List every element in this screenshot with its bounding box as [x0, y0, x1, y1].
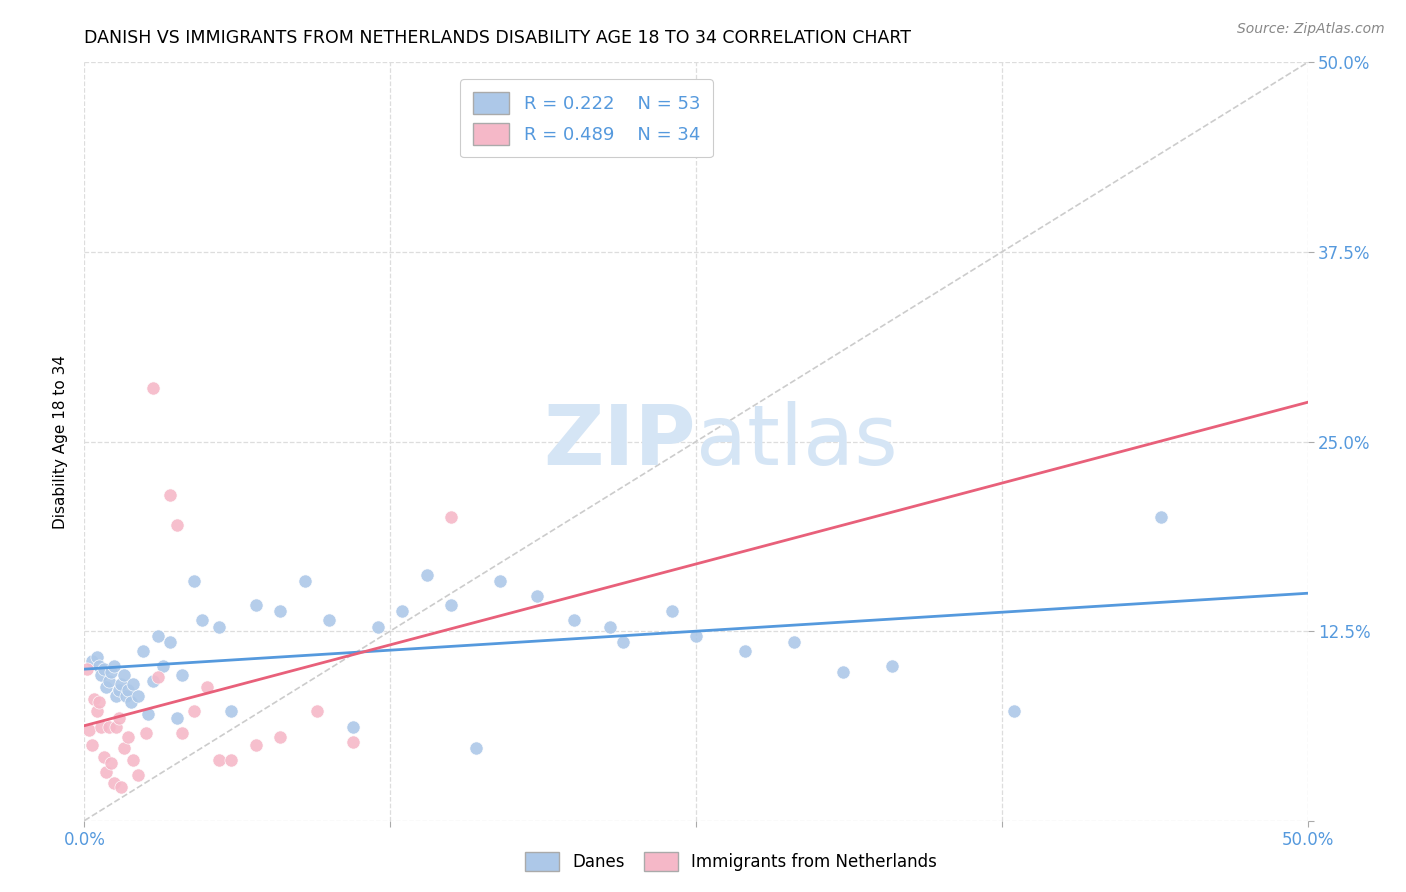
Point [318, 614, 340, 628]
Point [685, 629, 707, 643]
Point [142, 382, 165, 396]
Point [219, 753, 242, 767]
Point [86, 705, 108, 719]
Point [208, 619, 231, 633]
Point [367, 619, 389, 633]
Point [208, 753, 231, 767]
Point [103, 776, 125, 790]
Legend: Danes, Immigrants from Netherlands: Danes, Immigrants from Netherlands [517, 843, 945, 880]
Text: atlas: atlas [696, 401, 897, 482]
Point [440, 599, 463, 613]
Legend: R = 0.222    N = 53, R = 0.489    N = 34: R = 0.222 N = 53, R = 0.489 N = 34 [460, 79, 713, 157]
Point [1002, 705, 1025, 719]
Point [90, 720, 112, 734]
Point [159, 487, 181, 501]
Point [80, 655, 103, 669]
Point [112, 668, 135, 682]
Point [342, 720, 364, 734]
Point [117, 683, 139, 698]
Point [105, 690, 128, 704]
Point [489, 574, 512, 588]
Point [105, 720, 128, 734]
Point [191, 614, 214, 628]
Point [464, 740, 486, 755]
Point [734, 644, 756, 658]
Point [110, 780, 132, 795]
Point [96, 765, 118, 780]
Point [245, 599, 267, 613]
Point [86, 649, 108, 664]
Point [120, 695, 142, 709]
Point [831, 665, 853, 679]
Point [783, 634, 806, 648]
Point [526, 589, 548, 603]
Point [269, 604, 291, 618]
Point [159, 634, 181, 648]
Point [107, 710, 129, 724]
Point [391, 604, 413, 618]
Point [599, 619, 621, 633]
Point [172, 668, 194, 682]
Text: DANISH VS IMMIGRANTS FROM NETHERLANDS DISABILITY AGE 18 TO 34 CORRELATION CHART: DANISH VS IMMIGRANTS FROM NETHERLANDS DI… [84, 29, 911, 47]
Point [97, 674, 120, 689]
Point [1150, 510, 1173, 524]
Point [152, 659, 174, 673]
Point [100, 756, 122, 770]
Point [127, 690, 149, 704]
Point [562, 614, 585, 628]
Point [76, 662, 98, 676]
Point [80, 738, 103, 752]
Point [146, 669, 169, 683]
Point [305, 705, 328, 719]
Point [880, 659, 903, 673]
Point [136, 707, 159, 722]
Point [135, 725, 157, 739]
Point [96, 680, 118, 694]
Point [146, 629, 169, 643]
Point [183, 705, 205, 719]
Point [612, 634, 634, 648]
Point [112, 740, 135, 755]
Point [115, 690, 138, 704]
Point [166, 710, 188, 724]
Point [117, 730, 139, 744]
Point [172, 725, 194, 739]
Point [107, 683, 129, 698]
Point [294, 574, 316, 588]
Point [93, 662, 115, 676]
Point [83, 692, 105, 706]
Point [93, 750, 115, 764]
Point [97, 720, 120, 734]
Point [440, 510, 463, 524]
Point [87, 659, 110, 673]
Point [90, 668, 112, 682]
Text: Source: ZipAtlas.com: Source: ZipAtlas.com [1237, 22, 1385, 37]
Point [127, 768, 149, 782]
Point [122, 753, 145, 767]
Text: ZIP: ZIP [544, 401, 696, 482]
Point [166, 517, 188, 532]
Point [269, 730, 291, 744]
Point [77, 723, 100, 737]
Point [132, 644, 155, 658]
Point [87, 695, 110, 709]
Point [142, 674, 165, 689]
Point [122, 677, 145, 691]
Point [416, 568, 439, 582]
Point [219, 705, 242, 719]
Point [100, 665, 122, 679]
Point [661, 604, 683, 618]
Point [342, 735, 364, 749]
Point [245, 738, 267, 752]
Point [103, 659, 125, 673]
Point [183, 574, 205, 588]
Point [110, 677, 132, 691]
Point [195, 680, 218, 694]
Y-axis label: Disability Age 18 to 34: Disability Age 18 to 34 [53, 354, 69, 529]
